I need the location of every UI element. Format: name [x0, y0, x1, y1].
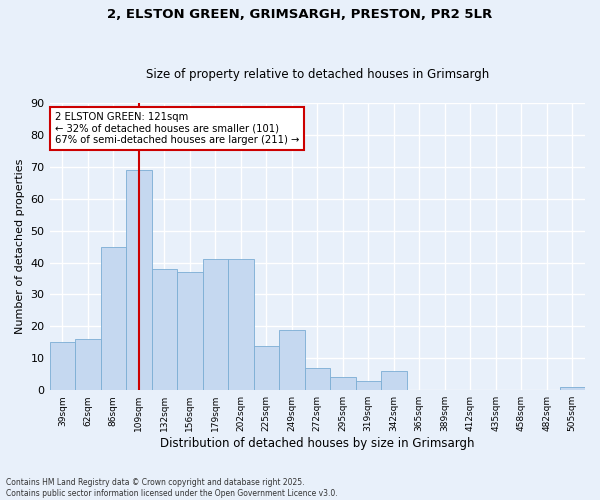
- Bar: [330, 378, 356, 390]
- Bar: [305, 368, 330, 390]
- Bar: [50, 342, 75, 390]
- Bar: [126, 170, 152, 390]
- Bar: [177, 272, 203, 390]
- Bar: [254, 346, 279, 390]
- Bar: [228, 260, 254, 390]
- Bar: [381, 371, 407, 390]
- Text: Contains HM Land Registry data © Crown copyright and database right 2025.
Contai: Contains HM Land Registry data © Crown c…: [6, 478, 338, 498]
- Bar: [279, 330, 305, 390]
- Bar: [560, 387, 585, 390]
- Bar: [101, 246, 126, 390]
- X-axis label: Distribution of detached houses by size in Grimsargh: Distribution of detached houses by size …: [160, 437, 475, 450]
- Bar: [152, 269, 177, 390]
- Text: 2 ELSTON GREEN: 121sqm
← 32% of detached houses are smaller (101)
67% of semi-de: 2 ELSTON GREEN: 121sqm ← 32% of detached…: [55, 112, 299, 145]
- Bar: [75, 339, 101, 390]
- Title: Size of property relative to detached houses in Grimsargh: Size of property relative to detached ho…: [146, 68, 489, 81]
- Y-axis label: Number of detached properties: Number of detached properties: [15, 159, 25, 334]
- Bar: [356, 380, 381, 390]
- Bar: [203, 260, 228, 390]
- Text: 2, ELSTON GREEN, GRIMSARGH, PRESTON, PR2 5LR: 2, ELSTON GREEN, GRIMSARGH, PRESTON, PR2…: [107, 8, 493, 20]
